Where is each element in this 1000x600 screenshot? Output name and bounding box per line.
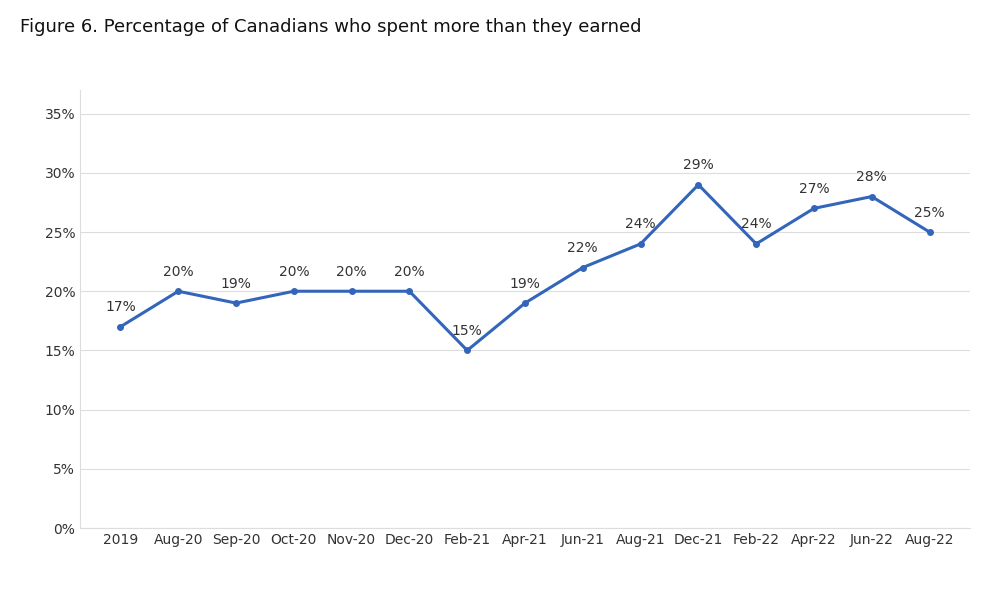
Text: 22%: 22% (567, 241, 598, 255)
Text: 24%: 24% (741, 217, 771, 232)
Text: 20%: 20% (279, 265, 309, 279)
Text: 29%: 29% (683, 158, 714, 172)
Text: 25%: 25% (914, 206, 945, 220)
Text: 15%: 15% (452, 324, 483, 338)
Text: 20%: 20% (336, 265, 367, 279)
Text: 19%: 19% (510, 277, 540, 290)
Text: 17%: 17% (105, 300, 136, 314)
Text: 27%: 27% (799, 182, 829, 196)
Text: 20%: 20% (394, 265, 425, 279)
Text: 24%: 24% (625, 217, 656, 232)
Text: 28%: 28% (856, 170, 887, 184)
Text: 20%: 20% (163, 265, 194, 279)
Text: Figure 6. Percentage of Canadians who spent more than they earned: Figure 6. Percentage of Canadians who sp… (20, 18, 642, 36)
Text: 19%: 19% (221, 277, 251, 290)
